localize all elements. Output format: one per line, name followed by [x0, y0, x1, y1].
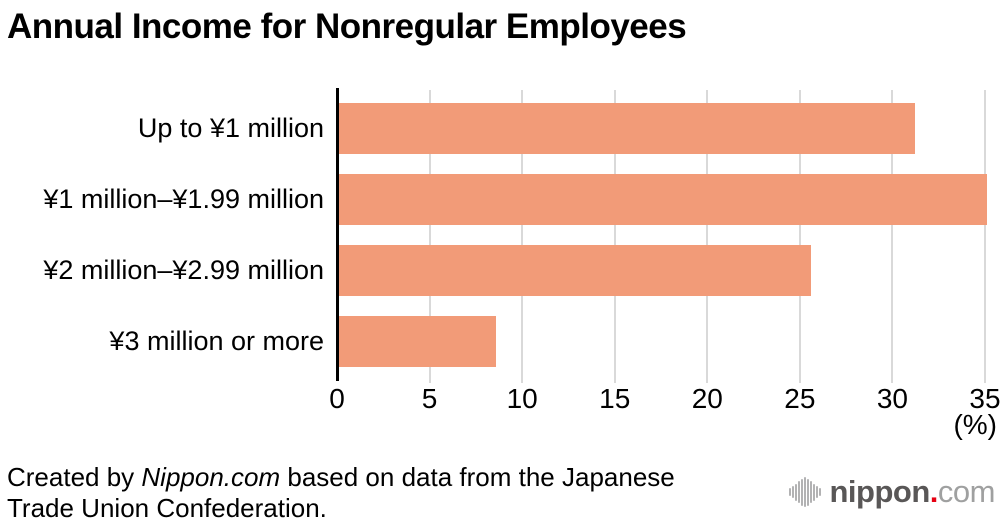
credit-suffix: based on data from the Japanese Trade Un… [7, 462, 675, 523]
soundwave-bars-icon [788, 475, 821, 509]
category-labels: Up to ¥1 million ¥1 million–¥1.99 million… [0, 90, 330, 378]
x-axis-unit-label: (%) [953, 409, 997, 440]
gridline [428, 90, 431, 383]
gridline [706, 90, 709, 383]
wordmark-dot: . [929, 474, 939, 509]
x-tick-label: 10 [506, 383, 538, 414]
nippon-com-wordmark: nippon.com [830, 474, 996, 510]
gridline [798, 90, 801, 383]
x-tick-label: 30 [876, 383, 908, 414]
nippon-com-logo: nippon.com [788, 474, 996, 510]
category-label-1: Up to ¥1 million [137, 113, 324, 143]
x-tick-label: 5 [421, 383, 438, 414]
gridline [521, 90, 524, 383]
source-credit: Created by Nippon.com based on data from… [7, 462, 737, 524]
x-tick-label: 0 [329, 383, 345, 414]
x-tick-label: 25 [784, 383, 816, 414]
gridline [613, 90, 616, 383]
gridline [891, 90, 894, 383]
plot-area [337, 90, 987, 383]
bar-2 [339, 174, 987, 225]
category-label-3: ¥2 million–¥2.99 million [43, 255, 324, 285]
bar-3 [339, 245, 812, 296]
gridline [984, 90, 986, 383]
wordmark-nippon: nippon [829, 474, 931, 509]
category-label-2: ¥1 million–¥1.99 million [43, 184, 324, 214]
x-tick-label: 20 [691, 383, 723, 414]
credit-source: Nippon.com [141, 462, 281, 492]
bars [339, 90, 987, 378]
wordmark-com: com [937, 474, 996, 509]
chart-title: Annual Income for Nonregular Employees [7, 7, 687, 46]
y-axis-line [336, 88, 339, 381]
bar-1 [339, 103, 915, 154]
category-label-4: ¥3 million or more [109, 326, 324, 356]
x-tick-label: 15 [599, 383, 631, 414]
credit-prefix: Created by [7, 462, 142, 492]
x-axis-ticks: (%) 0 5 10 15 20 25 30 35 [329, 383, 1000, 443]
x-tick-label: 35 [969, 383, 1000, 414]
bar-4 [339, 316, 497, 367]
